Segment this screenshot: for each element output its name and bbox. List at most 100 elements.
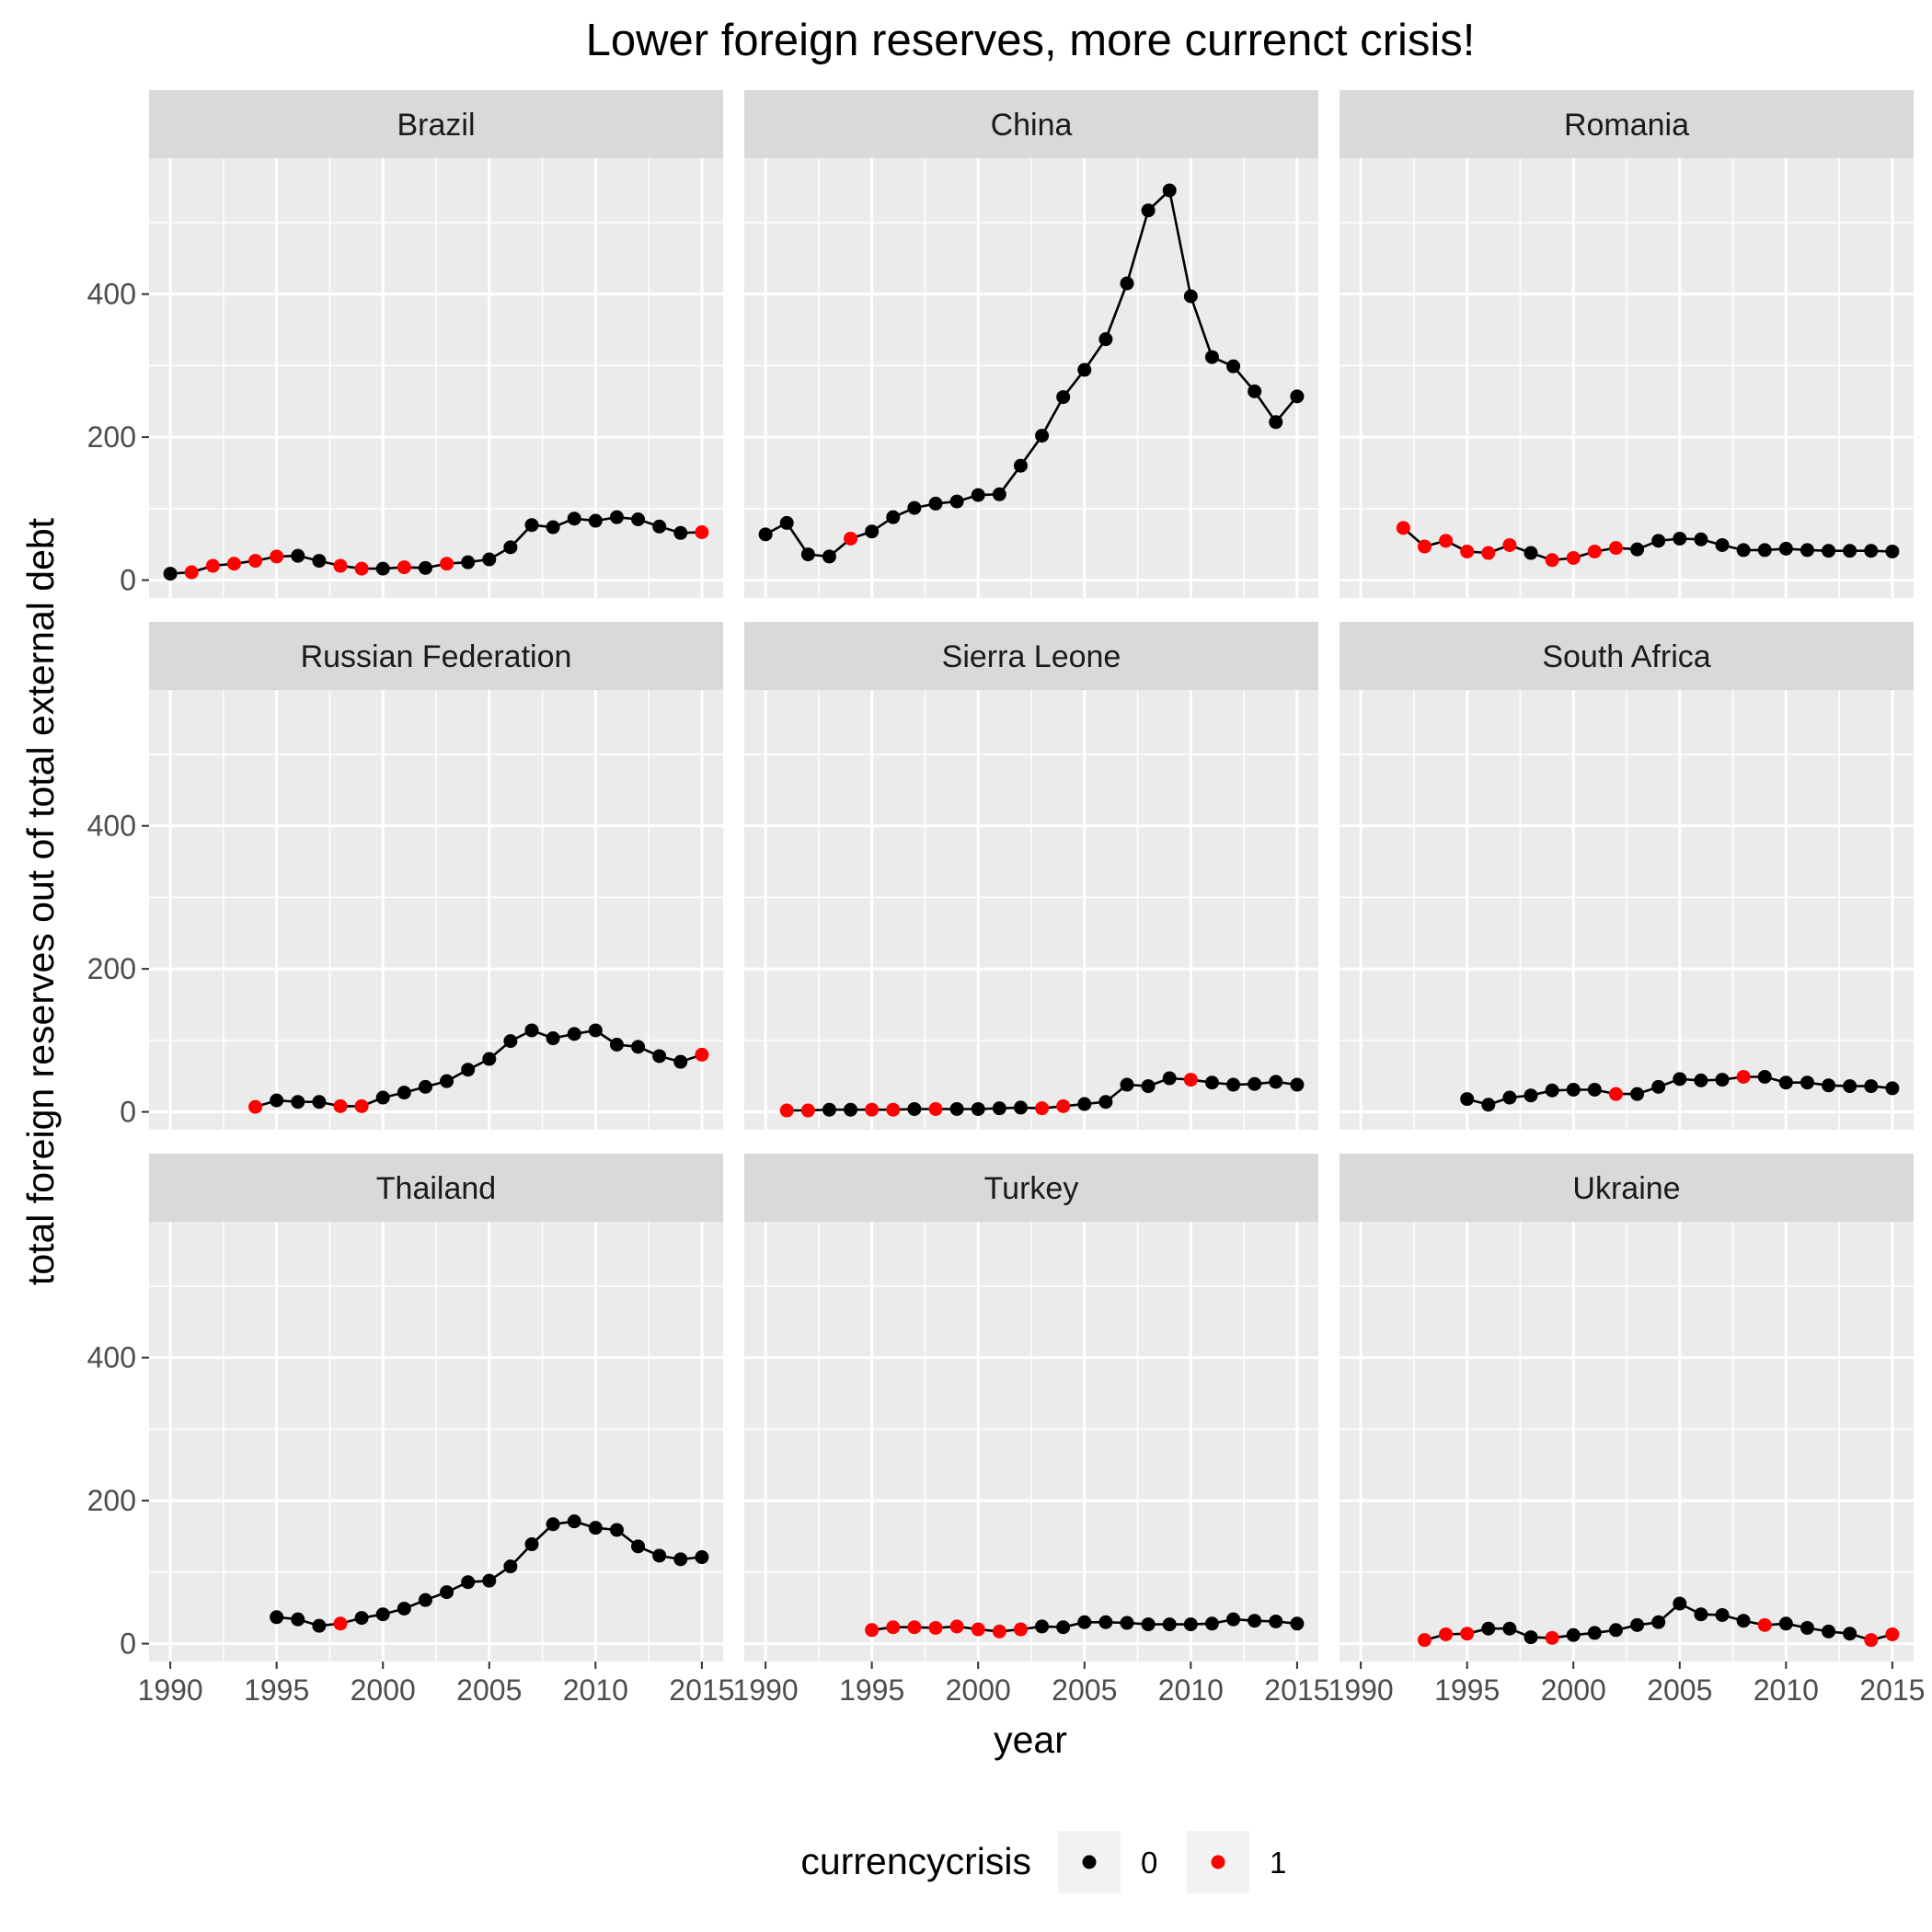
data-point <box>1800 1075 1814 1090</box>
data-point <box>1077 1615 1092 1629</box>
data-point <box>312 1618 327 1633</box>
data-point <box>1481 1621 1496 1636</box>
legend-key-point <box>1082 1855 1097 1869</box>
data-point <box>1608 1623 1623 1638</box>
x-tick-label: 2005 <box>1052 1673 1117 1707</box>
data-point <box>1864 1079 1879 1094</box>
y-tick-label: 200 <box>87 1484 136 1517</box>
data-point <box>1035 1101 1050 1116</box>
data-point <box>1141 1079 1156 1094</box>
data-point <box>949 494 964 509</box>
facet-strip <box>744 622 1318 690</box>
data-point <box>1651 534 1666 548</box>
data-point <box>886 1620 901 1635</box>
data-point <box>1587 544 1602 558</box>
data-point <box>652 1049 667 1064</box>
data-point <box>1098 1095 1113 1110</box>
data-point <box>1736 1614 1751 1628</box>
data-point <box>949 1101 964 1116</box>
data-point <box>971 1622 985 1637</box>
data-point <box>1417 539 1432 554</box>
data-point <box>270 549 284 564</box>
data-point <box>865 524 880 539</box>
data-point <box>844 1102 858 1117</box>
data-point <box>822 1102 836 1117</box>
data-point <box>1545 1630 1559 1645</box>
data-point <box>1183 289 1198 304</box>
data-point <box>1056 1098 1071 1113</box>
legend-entry-label: 1 <box>1270 1846 1286 1880</box>
facet-strip <box>1340 90 1914 158</box>
data-point <box>418 1079 432 1094</box>
data-point <box>1778 1075 1793 1090</box>
facet-strip-label: Ukraine <box>1572 1171 1680 1206</box>
data-point <box>567 512 581 526</box>
data-point <box>1460 1627 1475 1641</box>
data-point <box>1056 1620 1071 1635</box>
data-point <box>1545 1083 1559 1098</box>
facet-strip-label: Turkey <box>984 1171 1079 1206</box>
data-point <box>270 1093 284 1108</box>
data-point <box>907 1101 922 1116</box>
data-point <box>1162 1071 1177 1086</box>
data-point <box>1502 537 1517 552</box>
data-point <box>1290 1077 1305 1092</box>
x-tick-label: 1990 <box>1328 1673 1394 1707</box>
legend-entry-label: 0 <box>1141 1846 1157 1880</box>
data-point <box>928 1101 943 1116</box>
data-point <box>1013 1100 1028 1115</box>
data-point <box>333 1616 348 1631</box>
x-tick-label: 2010 <box>1754 1673 1819 1707</box>
data-point <box>1757 1069 1772 1084</box>
facet-strip <box>744 90 1318 158</box>
data-point <box>291 548 305 563</box>
facet-strip-label: Russian Federation <box>301 639 572 674</box>
data-point <box>440 1074 454 1088</box>
data-point <box>1757 543 1772 558</box>
data-point <box>1502 1621 1517 1636</box>
data-point <box>1587 1082 1602 1097</box>
data-point <box>588 1023 603 1038</box>
x-tick-label: 1990 <box>733 1673 799 1707</box>
data-point <box>1035 1619 1050 1634</box>
data-point <box>1885 1627 1900 1641</box>
data-point <box>779 1103 794 1118</box>
data-point <box>397 1086 411 1100</box>
data-point <box>1587 1626 1602 1640</box>
data-point <box>695 1550 709 1565</box>
data-point <box>291 1095 305 1110</box>
data-point <box>1885 1081 1900 1096</box>
x-tick-label: 1995 <box>839 1673 904 1707</box>
data-point <box>1864 1633 1879 1648</box>
data-point <box>397 560 411 575</box>
x-tick-label: 2015 <box>1264 1673 1329 1707</box>
data-point <box>800 547 815 562</box>
data-point <box>184 565 199 580</box>
data-point <box>524 1537 539 1552</box>
data-point <box>1204 1075 1219 1090</box>
data-point <box>291 1612 305 1627</box>
data-point <box>1651 1615 1666 1629</box>
data-point <box>1822 1624 1836 1639</box>
facet-panel: Thailand 0 200 400 1990 1995 2000 2005 2010 2015 <box>87 1154 734 1707</box>
data-point <box>1460 1092 1475 1107</box>
x-tick-label: 1995 <box>1434 1673 1500 1707</box>
facet-strip-label: South Africa <box>1542 639 1710 674</box>
data-point <box>1630 1617 1645 1632</box>
facet-panel: Russian Federation 0 200 400 <box>87 622 723 1130</box>
facet-strip-label: Thailand <box>376 1171 496 1206</box>
data-point <box>1141 203 1156 218</box>
data-point <box>1269 1075 1283 1089</box>
data-point <box>1524 1630 1538 1645</box>
facet-panel: Brazil 0 200 400 <box>87 90 723 598</box>
data-point <box>928 1620 943 1635</box>
data-point <box>482 552 497 567</box>
data-point <box>800 1103 815 1118</box>
data-point <box>354 561 369 576</box>
facet-strip-label: Romania <box>1564 108 1689 143</box>
data-point <box>1694 1607 1708 1622</box>
data-point <box>631 1539 646 1554</box>
data-point <box>567 1027 581 1041</box>
data-point <box>333 558 348 573</box>
data-point <box>1673 1596 1687 1611</box>
